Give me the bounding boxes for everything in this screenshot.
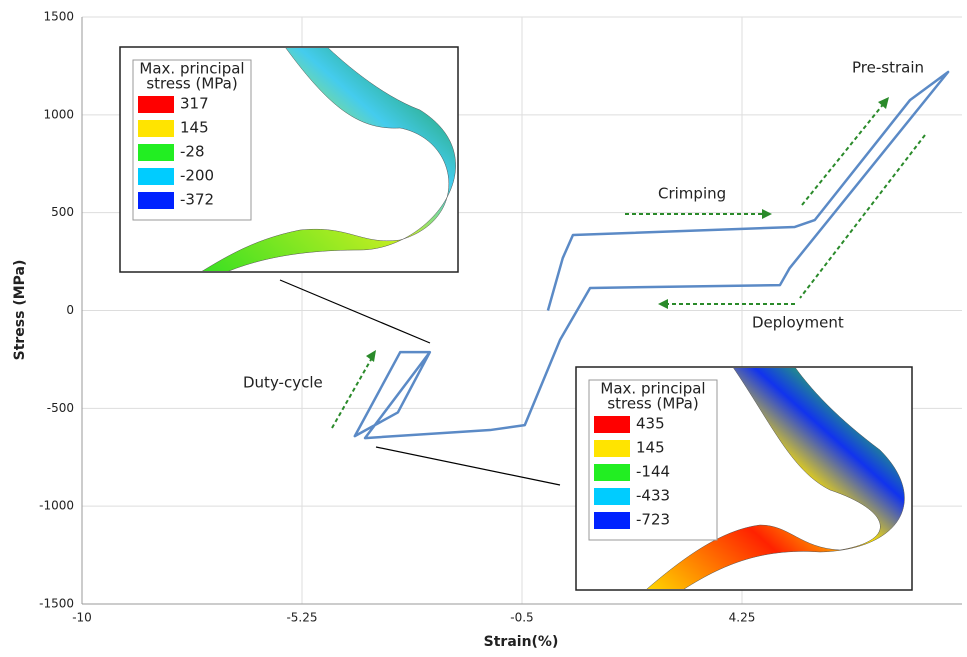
annotation: Duty-cycle — [243, 374, 323, 392]
y-tick-label: -500 — [47, 401, 74, 415]
legend-swatch — [594, 464, 630, 481]
legend-label: -200 — [180, 167, 214, 185]
y-axis-label: Stress (MPa) — [12, 260, 28, 361]
y-tick-label: 500 — [51, 205, 74, 219]
y-tick-label: -1000 — [39, 499, 74, 513]
x-tick-label: -5.25 — [286, 611, 317, 625]
legend-label: -144 — [636, 463, 670, 481]
legend-swatch — [138, 168, 174, 185]
legend-swatch — [594, 512, 630, 529]
legend-swatch — [594, 440, 630, 457]
legend-label: 145 — [180, 119, 209, 137]
x-tick-label: -0.5 — [510, 611, 533, 625]
y-tick-label: -1500 — [39, 597, 74, 611]
y-tick-label: 1000 — [43, 107, 74, 121]
annotation: Deployment — [752, 314, 844, 332]
annotation: Crimping — [658, 185, 726, 203]
legend-label: -433 — [636, 487, 670, 505]
legend-swatch — [138, 144, 174, 161]
legend-label: 435 — [636, 415, 665, 433]
legend-swatch — [138, 96, 174, 113]
x-tick-label: -10 — [72, 611, 92, 625]
legend-label: 317 — [180, 95, 209, 113]
y-tick-label: 0 — [66, 303, 74, 317]
legend-swatch — [138, 192, 174, 209]
legend-label: 145 — [636, 439, 665, 457]
annotation: Pre-strain — [852, 59, 924, 77]
legend-swatch — [594, 488, 630, 505]
legend-label: -723 — [636, 511, 670, 529]
legend-label: -28 — [180, 143, 205, 161]
legend-title: stress (MPa) — [146, 75, 237, 93]
legend-title: stress (MPa) — [607, 395, 698, 413]
x-tick-label: 4.25 — [729, 611, 756, 625]
x-axis-label: Strain(%) — [484, 634, 559, 650]
legend-swatch — [594, 416, 630, 433]
chart: -1500 -1000 -500 0 500 1000 1500 -10 -5.25 -0.5 4.… — [0, 0, 967, 653]
legend-label: -372 — [180, 191, 214, 209]
y-tick-label: 1500 — [43, 10, 74, 24]
legend-swatch — [138, 120, 174, 137]
